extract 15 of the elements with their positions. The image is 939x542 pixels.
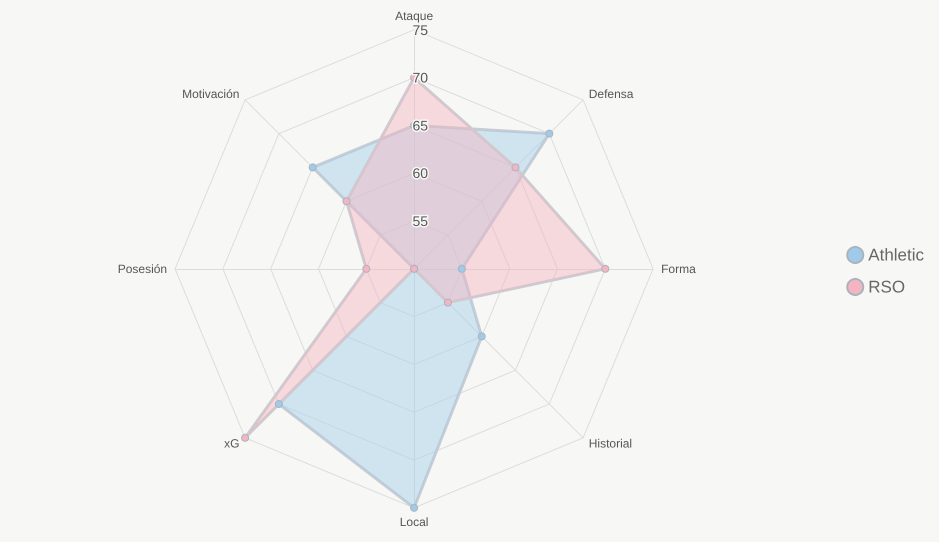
spoke-label: Defensa (588, 87, 634, 102)
y-tick-label: 65 (412, 117, 428, 134)
spoke-label: xG (224, 436, 240, 450)
y-tick-label: 70 (412, 70, 428, 86)
spoke-label: Ataque (395, 8, 434, 23)
spoke-label: Historial (588, 436, 632, 450)
spoke-label: Motivación (182, 87, 240, 102)
spoke-label: Posesión (118, 262, 168, 276)
legend-label: Athletic (868, 246, 924, 264)
spoke-label: Local (400, 514, 428, 529)
y-tick-label: 75 (412, 22, 428, 38)
legend-label: RSO (868, 278, 906, 296)
y-tick-label: 55 (412, 213, 428, 230)
spoke-label: Forma (661, 262, 696, 276)
y-tick-label: 60 (412, 165, 428, 182)
